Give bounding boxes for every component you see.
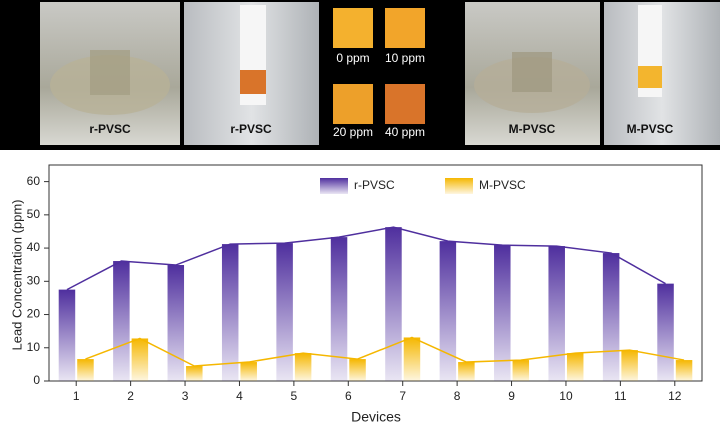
photo-beaker-m: M-PVSC: [465, 2, 600, 145]
bar: [113, 261, 130, 381]
y-tick-label: 0: [33, 373, 40, 387]
x-tick-label: 6: [345, 389, 352, 403]
x-tick-label: 9: [508, 389, 515, 403]
x-tick-label: 10: [559, 389, 573, 403]
bar: [675, 360, 693, 381]
y-tick-label: 50: [27, 207, 41, 221]
color-chart: 0 ppm 10 ppm 20 ppm 40 ppm: [333, 8, 425, 139]
y-tick-label: 40: [27, 240, 41, 254]
photo-strip-r: r-PVSC: [184, 2, 319, 145]
bar: [458, 362, 475, 381]
legend-swatch: [445, 178, 473, 194]
y-axis-label: Lead Concentration (ppm): [9, 199, 24, 350]
bar: [131, 338, 149, 381]
swatch-label: 10 ppm: [385, 51, 425, 65]
plot-frame: [48, 164, 703, 382]
y-tick-label: 30: [27, 273, 41, 287]
trend-line: [66, 226, 666, 291]
x-tick-label: 2: [127, 389, 134, 403]
x-tick-label: 12: [668, 389, 682, 403]
x-tick-label: 1: [73, 389, 80, 403]
legend-swatch: [320, 178, 348, 194]
bar: [349, 359, 366, 381]
swatch-label: 20 ppm: [333, 125, 373, 139]
x-axis-label: Devices: [351, 409, 401, 425]
x-tick-label: 5: [291, 389, 298, 403]
legend-label: M-PVSC: [479, 178, 526, 192]
bar: [403, 337, 421, 381]
trend-line: [85, 336, 685, 367]
photo-label: M-PVSC: [509, 122, 556, 136]
bar: [657, 283, 674, 381]
bar: [602, 253, 620, 381]
y-tick-label: 10: [27, 340, 41, 354]
photo-label: r-PVSC: [89, 122, 131, 136]
swatch-label: 0 ppm: [336, 51, 369, 65]
x-tick-label: 3: [182, 389, 189, 403]
bar: [621, 350, 638, 381]
swatch-label: 40 ppm: [385, 125, 425, 139]
x-tick-label: 8: [454, 389, 461, 403]
bar: [566, 353, 584, 381]
photo-label: M-PVSC: [627, 122, 674, 136]
bar: [167, 265, 185, 381]
bar: [494, 245, 511, 381]
bar: [77, 359, 94, 381]
bar: [512, 360, 530, 381]
photo-label: r-PVSC: [230, 122, 272, 136]
bar: [385, 227, 402, 381]
bar: [240, 362, 257, 381]
x-tick-label: 4: [236, 389, 243, 403]
bar: [58, 289, 76, 381]
y-tick-label: 20: [27, 307, 41, 321]
bar: [221, 244, 239, 381]
bar: [330, 237, 348, 381]
photo-beaker-r: r-PVSC: [40, 2, 180, 145]
bar: [186, 366, 203, 381]
legend-label: r-PVSC: [354, 178, 395, 192]
bar: [439, 241, 457, 381]
bar: [276, 243, 293, 381]
x-tick-label: 7: [399, 389, 406, 403]
bar: [548, 246, 565, 381]
bar: [294, 353, 312, 381]
x-tick-label: 11: [614, 389, 627, 403]
chart: Lead Concentration (ppm) Devices: [9, 199, 400, 424]
y-tick-label: 60: [27, 174, 41, 188]
photo-strip-m: M-PVSC: [604, 2, 720, 145]
